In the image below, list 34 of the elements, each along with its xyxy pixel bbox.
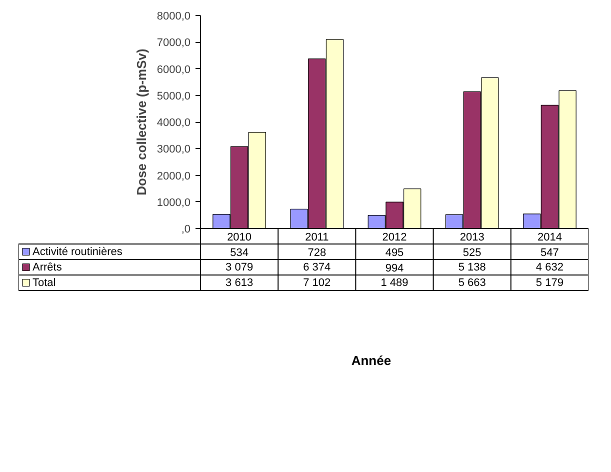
data-label: 728 [308, 246, 326, 259]
data-label: 5 179 [536, 276, 564, 289]
legend-label: Arrêts [32, 261, 62, 274]
data-label: 3 613 [226, 276, 254, 289]
y-tick-label: 6000,0 [156, 64, 191, 76]
data-label: 5 663 [458, 276, 486, 289]
legend-label: Total [32, 276, 56, 289]
x-tick-label: 2010 [227, 231, 252, 244]
y-tick-label: 5000,0 [156, 90, 191, 102]
legend-label: Activité routinières [32, 246, 123, 258]
x-tick-label: 2011 [305, 231, 329, 244]
data-label: 4 632 [536, 261, 564, 274]
x-tick-label: 2014 [537, 231, 562, 244]
data-label: 495 [385, 246, 404, 259]
data-label: 1 489 [380, 276, 408, 289]
y-tick-label: 3000,0 [156, 144, 191, 156]
text: Année [351, 353, 392, 368]
y-tick-label: 8000,0 [156, 10, 191, 22]
data-label: 534 [230, 246, 248, 259]
data-label: 5 138 [458, 261, 486, 274]
y-tick-label: 4000,0 [156, 117, 191, 129]
x-tick-label: 2013 [460, 231, 484, 244]
y-tick-label: 2000,0 [156, 170, 191, 182]
y-tick-label: 7000,0 [156, 37, 191, 50]
y-tick-label: 1000,0 [156, 196, 191, 209]
y-axis-title: Dose collective (p-mSv) [134, 48, 149, 196]
data-label: 525 [462, 246, 482, 259]
x-tick-label: 2012 [382, 231, 407, 244]
data-label: 6 374 [303, 261, 331, 274]
data-label: 994 [385, 262, 404, 274]
data-label: 7 102 [303, 276, 331, 289]
data-label: 3 079 [226, 261, 254, 274]
data-label: 547 [540, 246, 559, 259]
y-tick-label: ,0 [181, 224, 191, 236]
